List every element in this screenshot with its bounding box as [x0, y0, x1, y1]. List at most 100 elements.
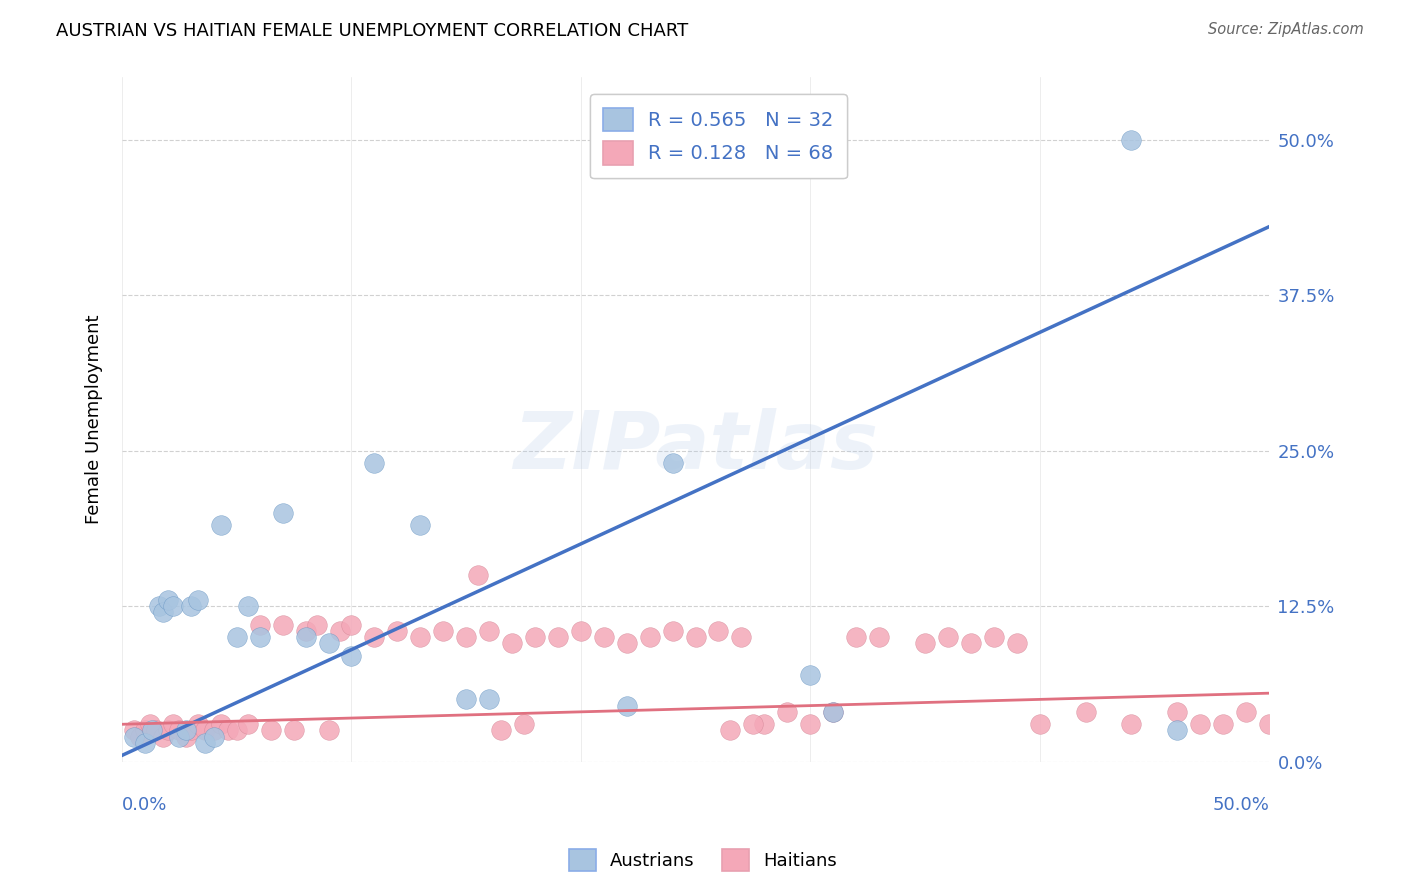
Point [271, 506, 294, 520]
Point [238, 599, 260, 613]
Point [152, 605, 174, 619]
Point [685, 630, 707, 644]
Point [799, 667, 821, 681]
Point [868, 630, 890, 644]
Point [409, 518, 432, 533]
Legend: Austrians, Haitians: Austrians, Haitians [561, 842, 845, 879]
Point [432, 624, 454, 638]
Point [249, 617, 271, 632]
Point [174, 723, 197, 738]
Point [162, 599, 184, 613]
Legend: R = 0.565   N = 32, R = 0.128   N = 68: R = 0.565 N = 32, R = 0.128 N = 68 [591, 94, 848, 178]
Point [152, 730, 174, 744]
Point [1258, 717, 1281, 731]
Point [141, 723, 163, 738]
Point [305, 617, 328, 632]
Point [1212, 717, 1234, 731]
Point [294, 630, 316, 644]
Point [202, 723, 225, 738]
Point [456, 692, 478, 706]
Point [387, 624, 409, 638]
Point [845, 630, 868, 644]
Point [162, 717, 184, 731]
Point [547, 630, 569, 644]
Point [174, 730, 197, 744]
Point [194, 736, 217, 750]
Point [138, 717, 160, 731]
Point [134, 723, 156, 738]
Point [959, 636, 981, 650]
Point [202, 730, 225, 744]
Point [661, 624, 683, 638]
Point [592, 630, 614, 644]
Point [134, 736, 156, 750]
Point [638, 630, 661, 644]
Point [914, 636, 936, 650]
Point [225, 630, 247, 644]
Point [209, 518, 232, 533]
Point [501, 636, 523, 650]
Point [616, 636, 638, 650]
Point [489, 723, 512, 738]
Point [1166, 723, 1188, 738]
Point [225, 723, 247, 738]
Point [776, 705, 799, 719]
Point [685, 133, 707, 147]
Point [478, 624, 501, 638]
Text: 0.0%: 0.0% [122, 797, 167, 814]
Point [148, 599, 170, 613]
Point [478, 692, 501, 706]
Point [169, 723, 191, 738]
Point [122, 730, 145, 744]
Point [249, 630, 271, 644]
Point [329, 624, 352, 638]
Point [799, 717, 821, 731]
Point [456, 630, 478, 644]
Point [187, 593, 209, 607]
Point [409, 630, 432, 644]
Point [340, 617, 363, 632]
Point [145, 723, 167, 738]
Point [523, 630, 546, 644]
Point [363, 630, 385, 644]
Point [238, 717, 260, 731]
Point [730, 630, 752, 644]
Point [741, 717, 763, 731]
Point [129, 730, 152, 744]
Point [823, 705, 845, 719]
Point [1005, 636, 1028, 650]
Point [156, 593, 179, 607]
Point [156, 723, 179, 738]
Point [194, 723, 217, 738]
Point [260, 723, 283, 738]
Text: ZIPatlas: ZIPatlas [513, 408, 879, 486]
Point [363, 456, 385, 470]
Point [1234, 705, 1257, 719]
Point [467, 568, 489, 582]
Point [1121, 133, 1143, 147]
Point [283, 723, 305, 738]
Point [823, 705, 845, 719]
Point [180, 723, 202, 738]
Point [718, 723, 741, 738]
Point [512, 717, 534, 731]
Point [271, 617, 294, 632]
Point [294, 624, 316, 638]
Point [616, 698, 638, 713]
Point [217, 723, 239, 738]
Point [754, 717, 776, 731]
Point [340, 648, 363, 663]
Point [707, 624, 730, 638]
Point [180, 599, 202, 613]
Point [1166, 705, 1188, 719]
Point [1121, 717, 1143, 731]
Point [169, 730, 191, 744]
Point [187, 717, 209, 731]
Point [1074, 705, 1097, 719]
Y-axis label: Female Unemployment: Female Unemployment [86, 315, 103, 524]
Point [1189, 717, 1212, 731]
Point [209, 717, 232, 731]
Point [936, 630, 959, 644]
Point [1028, 717, 1050, 731]
Text: AUSTRIAN VS HAITIAN FEMALE UNEMPLOYMENT CORRELATION CHART: AUSTRIAN VS HAITIAN FEMALE UNEMPLOYMENT … [56, 22, 689, 40]
